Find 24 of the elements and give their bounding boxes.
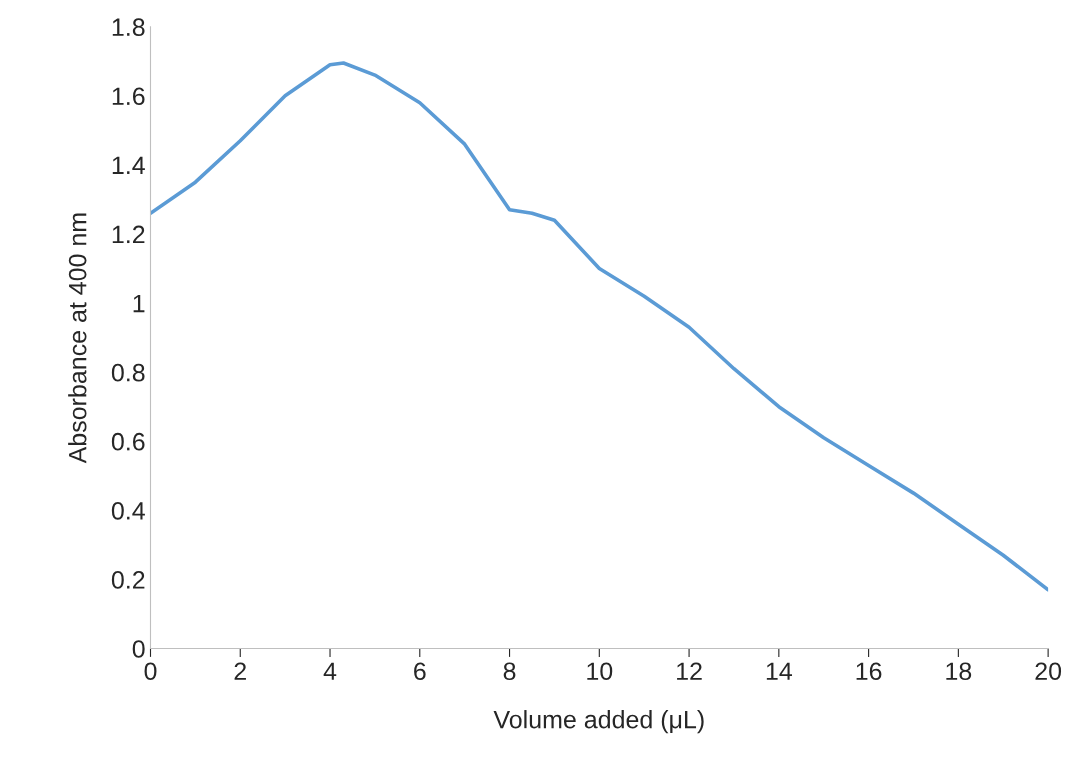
y-tick-label: 1.2	[112, 225, 145, 244]
y-tick-label: 0.8	[111, 363, 145, 382]
x-tick-label: 8	[503, 662, 516, 681]
x-tick-label: 0	[144, 662, 157, 681]
x-tick-label: 4	[323, 662, 337, 680]
line-series	[150, 61, 1049, 592]
y-tick-label: 1.8	[112, 18, 145, 37]
y-tick-label: 1	[133, 294, 145, 313]
y-axis-title: Absorbance at 400 nm	[68, 213, 87, 464]
y-tick-label: 0.4	[111, 501, 145, 520]
y-tick-label: 0.6	[111, 432, 145, 451]
x-tick-label: 14	[766, 662, 793, 680]
y-tick-label: 1.4	[112, 156, 145, 174]
x-tick-label: 18	[946, 662, 972, 681]
x-tick-label: 20	[1035, 662, 1062, 681]
y-tick-label: 1.6	[112, 87, 145, 106]
x-tick-label: 10	[587, 662, 613, 681]
x-tick-label: 16	[856, 662, 882, 681]
y-tick-label: 0.2	[111, 571, 145, 589]
x-tick-label: 2	[234, 662, 246, 680]
x-tick-label: 12	[677, 662, 702, 680]
x-tick-label: 6	[414, 662, 426, 681]
x-axis-title: Volume added (μL)	[493, 710, 704, 734]
y-tick-label: 0	[132, 640, 145, 658]
